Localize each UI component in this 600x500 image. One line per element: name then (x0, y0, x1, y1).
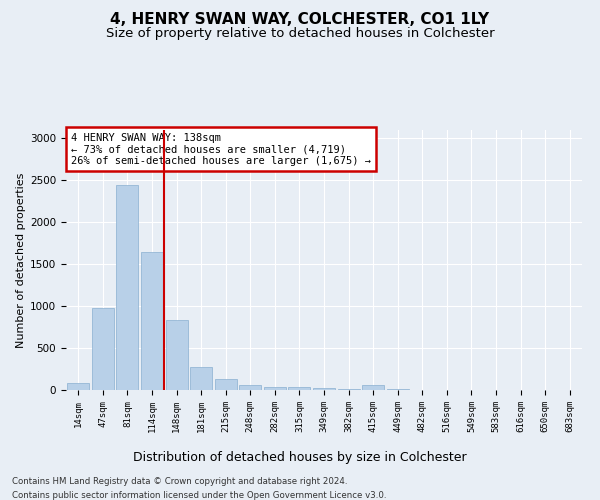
Bar (362, 386, 384, 390)
Bar (141, 252, 163, 390)
Bar (166, 320, 188, 390)
Bar (215, 378, 237, 390)
Text: Size of property relative to detached houses in Colchester: Size of property relative to detached ho… (106, 28, 494, 40)
Bar (338, 388, 359, 390)
Text: 4 HENRY SWAN WAY: 138sqm
← 73% of detached houses are smaller (4,719)
26% of sem: 4 HENRY SWAN WAY: 138sqm ← 73% of detach… (71, 132, 371, 166)
Y-axis label: Number of detached properties: Number of detached properties (16, 172, 26, 348)
Bar (386, 389, 409, 390)
Text: Contains HM Land Registry data © Crown copyright and database right 2024.: Contains HM Land Registry data © Crown c… (12, 478, 347, 486)
Text: 4, HENRY SWAN WAY, COLCHESTER, CO1 1LY: 4, HENRY SWAN WAY, COLCHESTER, CO1 1LY (110, 12, 490, 28)
Bar (190, 368, 212, 390)
Bar (264, 386, 286, 390)
Bar (289, 388, 310, 390)
Bar (313, 388, 335, 390)
Text: Contains public sector information licensed under the Open Government Licence v3: Contains public sector information licen… (12, 491, 386, 500)
Bar (239, 384, 262, 390)
Text: Distribution of detached houses by size in Colchester: Distribution of detached houses by size … (133, 451, 467, 464)
Bar (92, 308, 114, 390)
Bar (67, 384, 89, 390)
Bar (116, 184, 139, 390)
